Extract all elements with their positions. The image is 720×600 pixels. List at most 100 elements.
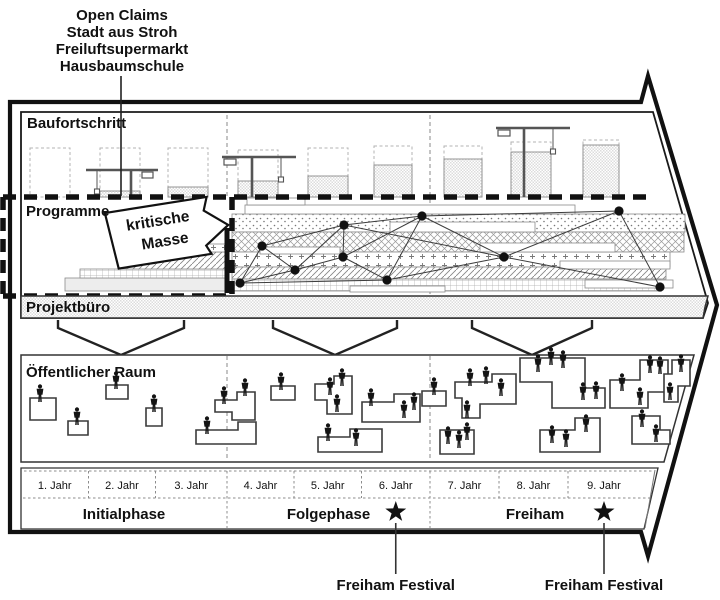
people-group — [519, 347, 606, 409]
network-node — [235, 278, 245, 288]
program-bar — [349, 285, 446, 293]
public-space-people — [29, 347, 691, 455]
year-label: 4. Jahr — [244, 480, 278, 492]
program-bar — [259, 246, 341, 255]
people-group — [317, 423, 383, 453]
people-group — [145, 394, 163, 427]
network-edge — [343, 215, 423, 226]
building-progress-block — [167, 186, 209, 198]
people-group — [454, 366, 517, 419]
people-group-outline — [195, 421, 257, 445]
year-label: 1. Jahr — [38, 480, 72, 492]
building-progress-block — [307, 175, 349, 198]
program-bar — [479, 242, 616, 253]
crane-icon — [86, 168, 158, 197]
network-edge — [421, 210, 620, 217]
network-edge — [342, 215, 423, 258]
section-label-programs: Programme — [26, 203, 109, 220]
top-callout-line-1: Open Claims — [76, 7, 168, 24]
network-edge — [421, 215, 505, 258]
program-bar — [559, 260, 671, 270]
top-callout-line-4: Hausbaumschule — [60, 58, 184, 75]
program-bar — [79, 268, 228, 279]
critical-mass-bar — [224, 228, 230, 293]
network-edge — [343, 224, 505, 258]
down-arrow-fill — [273, 320, 397, 355]
people-group — [195, 416, 257, 445]
phase-label: Folgephase — [287, 506, 370, 523]
network-node — [339, 220, 349, 230]
timeline-right-slant — [644, 469, 656, 529]
banner-arrow-shape — [103, 195, 231, 270]
program-network — [235, 206, 665, 292]
network-edge — [503, 210, 620, 258]
network-edge — [261, 245, 296, 271]
people-group-outline — [421, 390, 447, 407]
down-arrow-fill — [472, 320, 592, 355]
people-group — [270, 372, 296, 401]
network-edge — [386, 215, 423, 281]
building-progress-block — [582, 144, 620, 198]
section-label-public-space: Öffentlicher Raum — [26, 364, 156, 381]
people-group-outline — [29, 397, 57, 421]
people-group-outline — [270, 385, 296, 401]
people-group — [421, 377, 447, 407]
section-label-construction: Baufortschritt — [27, 115, 126, 132]
people-group — [105, 371, 129, 400]
network-edge — [294, 224, 345, 271]
top-callout: Open Claims Stadt aus Stroh Freiluftsupe… — [56, 7, 188, 196]
program-bar — [584, 279, 674, 289]
year-label: 3. Jahr — [174, 480, 208, 492]
building-progress-block — [510, 151, 552, 198]
network-node — [290, 265, 300, 275]
network-node — [655, 282, 665, 292]
year-label: 8. Jahr — [517, 480, 551, 492]
network-node — [338, 252, 348, 262]
construction-progress-buildings — [29, 126, 620, 198]
network-edge — [386, 256, 505, 281]
crane-icon — [496, 126, 570, 197]
phase-label: Initialphase — [83, 506, 166, 523]
year-label: 2. Jahr — [105, 480, 139, 492]
critical-mass-banner: kritische Masse — [103, 195, 231, 270]
people-group-outline — [145, 407, 163, 427]
people-group — [663, 354, 691, 403]
network-node — [614, 206, 624, 216]
timeline-content: 1. Jahr 2. Jahr 3. Jahr 4. Jahr 5. Jahr 6. Ja… — [23, 469, 656, 529]
program-bar — [244, 204, 576, 215]
year-label: 6. Jahr — [379, 480, 413, 492]
people-group — [631, 409, 671, 445]
network-node — [382, 275, 392, 285]
network-edge — [618, 210, 661, 288]
people-group-outline — [105, 384, 129, 400]
network-node — [499, 252, 509, 262]
people-group-outline — [67, 420, 89, 436]
building-progress-block — [373, 164, 413, 198]
top-callout-line-2: Stadt aus Stroh — [67, 24, 178, 41]
network-node — [257, 241, 267, 251]
network-edge — [503, 256, 661, 288]
network-edge — [342, 224, 345, 258]
festival-callouts: Freiham Festival Freiham Festival — [337, 523, 663, 594]
project-office-band — [20, 295, 709, 319]
people-group-outline — [317, 428, 383, 453]
people-group — [361, 388, 421, 423]
year-label: 5. Jahr — [311, 480, 345, 492]
people-group — [539, 414, 601, 453]
network-edge — [261, 224, 345, 247]
network-edge — [342, 256, 388, 281]
year-label: 7. Jahr — [448, 480, 482, 492]
phase-label: Freiham — [506, 506, 564, 523]
people-group — [214, 378, 256, 421]
section-label-office: Projektbüro — [26, 299, 110, 316]
network-edge — [239, 269, 296, 284]
program-bar — [64, 277, 228, 292]
program-bar — [389, 221, 536, 233]
people-group — [314, 368, 353, 415]
festival-label: Freiham Festival — [545, 577, 663, 594]
year-label: 9. Jahr — [587, 480, 621, 492]
down-arrow-fill — [58, 320, 184, 355]
festival-label: Freiham Festival — [337, 577, 455, 594]
